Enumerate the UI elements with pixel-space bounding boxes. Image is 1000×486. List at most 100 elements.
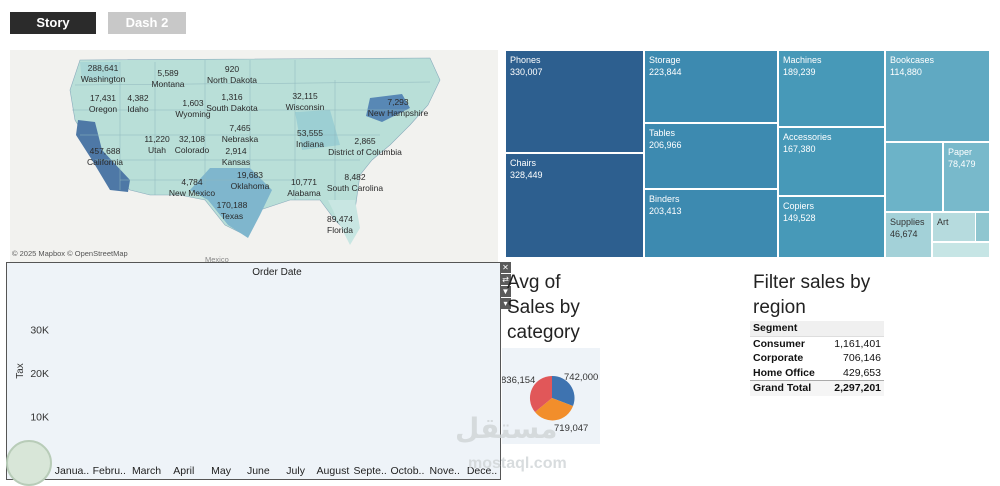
pie-label: 719,047 [554,423,588,434]
treemap-tile-chairs[interactable]: Chairs 328,449 [505,153,644,258]
y-tick-label: 10K [30,412,49,424]
y-tick-label: 20K [30,368,49,380]
watermark-logo-icon [6,440,52,486]
region-table[interactable]: Segment Consumer 1,161,401 Corporate 706,1… [750,321,884,396]
map-value-label: 7,293 [387,97,409,107]
map-value-label: 10,771 [291,177,317,187]
x-tick-label: August [317,465,350,477]
x-tick-label: Nove.. [430,465,460,477]
treemap-tile-label: Copiers [783,201,815,211]
treemap-tile-value: 328,449 [510,170,543,180]
map-value-label: 53,555 [297,128,323,138]
watermark-url: mostaql.com [468,455,567,472]
treemap-tile-label: Bookcases [890,55,935,65]
map-state-label: South Carolina [327,183,384,193]
treemap-tile-paper[interactable]: Paper 78,479 [943,142,990,212]
more-icon[interactable]: ▾ [500,298,511,309]
map-value-label: 288,641 [88,63,119,73]
pie-chart[interactable]: 836,154 742,000 719,047 [501,348,600,444]
pie-label: 742,000 [564,372,598,383]
map-value-label: 170,188 [217,200,248,210]
watermark-text: مستقل [455,413,558,444]
treemap-tile-filler[interactable] [932,242,990,258]
map-state-label: Montana [151,79,184,89]
treemap[interactable]: Phones 330,007 Chairs 328,449 Storage 223,844… [505,50,990,258]
map-value-label: 17,431 [90,93,116,103]
treemap-tile-machines[interactable]: Machines 189,239 [778,50,885,127]
swap-icon[interactable]: ⇄ [500,274,511,285]
treemap-tile-label: Binders [649,194,680,204]
map-state-label: North Dakota [207,75,257,85]
tab-story[interactable]: Story [10,12,96,34]
treemap-tile-phones[interactable]: Phones 330,007 [505,50,644,153]
map-value-label: 5,589 [157,68,179,78]
map-state-label: South Dakota [206,103,258,113]
treemap-tile-filler[interactable] [885,142,943,212]
region-title: Filter sales by region [753,270,903,320]
map-state-label: Florida [327,225,353,235]
x-tick-label: Dece.. [467,465,497,477]
pie-label: 836,154 [502,375,535,386]
table-row[interactable]: Corporate 706,146 [753,352,881,364]
treemap-tile-bookcases[interactable]: Bookcases 114,880 [885,50,990,142]
map-value-label: 8,482 [344,172,366,182]
close-icon[interactable]: ✕ [500,262,511,273]
map-state-label: California [87,157,123,167]
map-state-label: District of Columbia [328,147,402,157]
map-ocean-label: Mexico [205,255,229,264]
x-tick-label: May [211,465,232,477]
map-state-label: Oregon [89,104,118,114]
table-total-row: Grand Total 2,297,201 [750,380,884,396]
treemap-tile-tables[interactable]: Tables 206,966 [644,123,778,189]
map-state-label: New Mexico [169,188,216,198]
filter-icon[interactable]: ▼ [500,286,511,297]
treemap-tile-supplies[interactable]: Supplies 46,674 [885,212,932,258]
treemap-tile-value: 114,880 [890,67,922,77]
treemap-tile-copiers[interactable]: Copiers 149,528 [778,196,885,258]
y-axis-label: Tax [15,363,26,379]
map-value-label: 4,382 [127,93,149,103]
map-state-label: Alabama [287,188,321,198]
pie-title-line: Avg of [507,272,561,293]
treemap-tile-label: Paper [948,147,973,157]
pie-slice-blue [552,375,575,406]
treemap-tile-accessories[interactable]: Accessories 167,380 [778,127,885,196]
map-value-label: 1,316 [221,92,243,102]
map-state-label: Kansas [222,157,250,167]
treemap-tile-storage[interactable]: Storage 223,844 [644,50,778,123]
treemap-tile-value: 46,674 [890,229,918,239]
treemap-tile-binders[interactable]: Binders 203,413 [644,189,778,258]
x-tick-label: Janua.. [55,465,89,477]
tab-dash2[interactable]: Dash 2 [108,12,186,34]
florida-shape [328,200,360,245]
treemap-tile-label: Storage [649,55,681,65]
treemap-tile-label: Art [937,217,949,227]
treemap-tile-value: 149,528 [783,213,816,223]
map-value-label: 19,683 [237,170,263,180]
table-row[interactable]: Consumer 1,161,401 [753,337,881,350]
sales-map[interactable]: 288,641 Washington 17,431 Oregon 457,688 Cali… [10,50,498,262]
pie-slice-orange [535,398,573,421]
texas-shape [190,168,272,238]
pie-canvas: 836,154 742,000 719,047 [501,372,598,434]
treemap-tile-art[interactable]: Art [932,212,976,242]
line-chart-canvas: Order DateTax0K10K20K30K94,925Janua..59,… [15,0,497,477]
table-row[interactable]: Home Office 429,653 [753,366,881,379]
midwest-shape [295,110,340,150]
map-state-label: Utah [148,145,166,155]
x-tick-label: Septe.. [354,465,387,477]
map-value-label: 4,784 [181,177,203,187]
map-state-label: New Hampshire [368,108,429,118]
pie-slice-red [529,375,552,412]
treemap-tile-value: 78,479 [948,159,976,169]
pie-title-line: Sales by [507,297,580,318]
map-value-label: 11,220 [144,134,170,144]
tax-line-chart[interactable]: Order DateTax0K10K20K30K94,925Janua..59,… [6,0,501,480]
y-tick-label: 30K [30,325,49,337]
map-state-label: Nebraska [222,134,259,144]
x-tick-label: June [247,465,270,477]
treemap-tile-label: Machines [783,55,822,65]
map-state-label: Indiana [296,139,324,149]
pie-title-line: category [507,322,580,343]
map-state-label: Wyoming [175,109,211,119]
